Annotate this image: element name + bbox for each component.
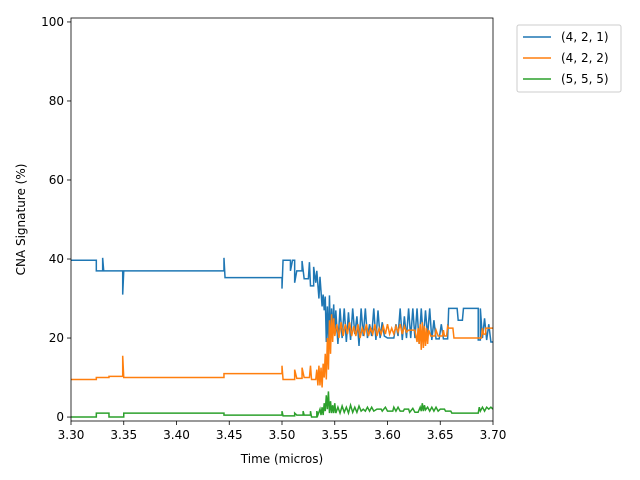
x-tick-label: 3.30: [58, 428, 85, 442]
x-axis: 3.30 3.35 3.40 3.45 3.50 3.55 3.60 3.65 3.70: [58, 421, 507, 442]
y-axis: 0 20 40 60 80 100: [41, 15, 71, 424]
legend-label-3: (5, 5, 5): [561, 72, 609, 86]
x-tick-label: 3.65: [427, 428, 454, 442]
y-tick-label: 20: [49, 331, 64, 345]
x-axis-label: Time (micros): [240, 452, 323, 466]
legend-label-2: (4, 2, 2): [561, 51, 609, 65]
y-tick-label: 100: [41, 15, 64, 29]
x-tick-label: 3.40: [163, 428, 190, 442]
x-tick-label: 3.60: [374, 428, 401, 442]
y-tick-label: 60: [49, 173, 64, 187]
y-tick-label: 40: [49, 252, 64, 266]
x-tick-label: 3.45: [216, 428, 243, 442]
series-line-3: [71, 391, 493, 418]
series-line-1: [71, 257, 493, 346]
legend-label-1: (4, 2, 1): [561, 30, 609, 44]
plot-frame: [70, 17, 494, 422]
series-line-2: [71, 314, 493, 388]
y-tick-label: 0: [56, 410, 64, 424]
x-tick-label: 3.50: [269, 428, 296, 442]
series-layer: [71, 257, 493, 418]
x-tick-label: 3.70: [480, 428, 507, 442]
y-tick-label: 80: [49, 94, 64, 108]
x-tick-label: 3.55: [321, 428, 348, 442]
y-axis-label: CNA Signature (%): [14, 164, 28, 276]
x-tick-label: 3.35: [110, 428, 137, 442]
legend: (4, 2, 1) (4, 2, 2) (5, 5, 5): [516, 24, 622, 93]
legend-box: [516, 24, 622, 93]
